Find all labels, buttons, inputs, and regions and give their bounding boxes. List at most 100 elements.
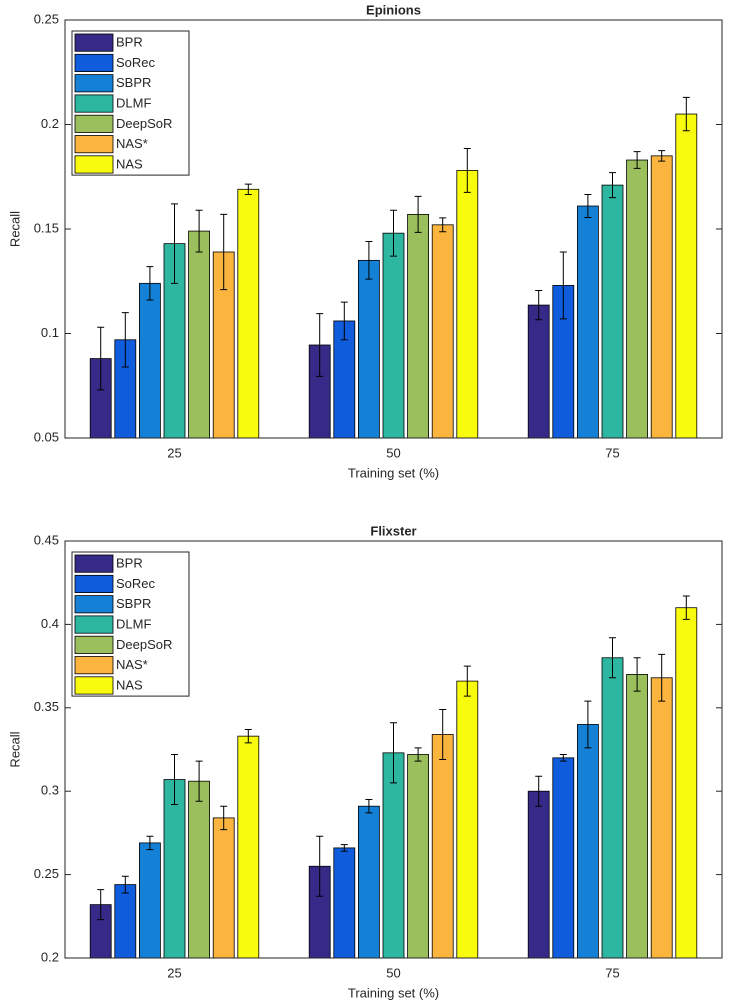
x-tick-label: 25 <box>167 445 181 460</box>
legend-swatch <box>74 676 114 695</box>
error-bar <box>316 313 324 377</box>
y-tick-label: 0.3 <box>41 783 59 798</box>
bar <box>237 735 260 959</box>
bar <box>527 790 550 959</box>
axes-box <box>64 19 723 439</box>
y-tick-label: 0.35 <box>34 699 59 714</box>
error-bar <box>414 747 422 762</box>
legend-swatch <box>74 53 114 72</box>
error-bar <box>439 708 447 761</box>
error-bar <box>535 775 543 807</box>
legend-label: NAS <box>116 677 143 692</box>
y-tick-label: 0.15 <box>34 220 59 235</box>
error-bar <box>146 266 154 301</box>
x-tick-label: 25 <box>167 965 181 980</box>
bar <box>456 680 479 959</box>
legend-label: SBPR <box>116 596 151 611</box>
error-bar <box>609 172 616 199</box>
x-axis-label: Training set (%) <box>348 985 439 1000</box>
error-bar <box>535 289 543 321</box>
error-bar <box>658 653 666 702</box>
error-bar <box>559 251 567 320</box>
y-tick-label: 0.05 <box>34 429 59 444</box>
error-bar <box>365 799 373 814</box>
error-bar <box>390 722 397 784</box>
legend-label: DLMF <box>116 95 151 110</box>
error-bar <box>682 595 690 620</box>
bar <box>188 230 211 439</box>
error-bar <box>584 700 592 749</box>
bar <box>675 607 698 959</box>
legend-swatch <box>74 135 114 154</box>
legend-label: DLMF <box>116 616 151 631</box>
bar <box>577 205 599 439</box>
error-bar <box>463 665 471 697</box>
y-tick-label: 0.2 <box>41 949 59 964</box>
chart-title: Epinions <box>366 2 421 17</box>
legend-swatch <box>74 595 114 614</box>
y-tick-label: 0.25 <box>34 866 59 881</box>
bar <box>626 159 648 439</box>
error-bar <box>633 657 641 692</box>
x-axis-label: Training set (%) <box>348 465 439 480</box>
error-bar <box>171 203 178 284</box>
error-bar <box>97 889 105 921</box>
error-bar <box>171 754 178 806</box>
error-bar <box>121 312 129 368</box>
error-bar <box>658 150 666 162</box>
bar <box>382 232 405 439</box>
error-bar <box>439 217 447 233</box>
bar <box>357 805 380 959</box>
legend-swatch <box>74 656 114 675</box>
bar <box>675 113 698 439</box>
legend-label: DeepSoR <box>116 637 172 652</box>
error-bar <box>220 213 228 291</box>
bar <box>601 657 624 959</box>
y-tick-label: 0.25 <box>34 11 59 26</box>
legend-swatch <box>74 574 114 593</box>
y-axis-label: Recall <box>7 731 22 767</box>
bar <box>431 734 454 959</box>
bar <box>650 155 673 439</box>
legend-label: BPR <box>116 556 143 571</box>
legend-label: DeepSoR <box>116 116 172 131</box>
bar <box>431 224 454 439</box>
y-tick-label: 0.4 <box>41 616 59 631</box>
bar <box>138 842 161 959</box>
error-bar <box>340 844 348 852</box>
bar <box>407 754 430 959</box>
error-bar <box>244 183 252 196</box>
legend-swatch <box>74 615 114 634</box>
error-bar <box>121 875 129 894</box>
bar <box>114 884 137 959</box>
bar <box>407 213 430 439</box>
legend-swatch <box>74 94 114 113</box>
bar <box>382 752 405 959</box>
bar <box>601 184 624 439</box>
x-tick-label: 75 <box>605 965 619 980</box>
legend-label: NAS* <box>116 657 148 672</box>
y-tick-label: 0.2 <box>41 116 59 131</box>
x-tick-label: 50 <box>386 445 400 460</box>
bar <box>527 304 550 439</box>
error-bar <box>609 637 616 679</box>
legend-swatch <box>74 155 114 174</box>
bar <box>237 188 260 439</box>
error-bar <box>390 209 397 257</box>
legend-label: SBPR <box>116 75 151 90</box>
bar <box>333 847 356 959</box>
x-tick-label: 75 <box>605 445 619 460</box>
y-tick-label: 0.1 <box>41 325 59 340</box>
error-bar <box>220 805 228 831</box>
error-bar <box>195 760 203 802</box>
legend-swatch <box>74 33 114 52</box>
x-tick-label: 50 <box>386 965 400 980</box>
error-bar <box>365 241 373 280</box>
bar <box>552 757 575 959</box>
error-bar <box>463 148 471 193</box>
error-bar <box>633 151 641 169</box>
error-bar <box>584 194 592 219</box>
legend-label: SoRec <box>116 576 156 591</box>
bar <box>650 677 673 959</box>
